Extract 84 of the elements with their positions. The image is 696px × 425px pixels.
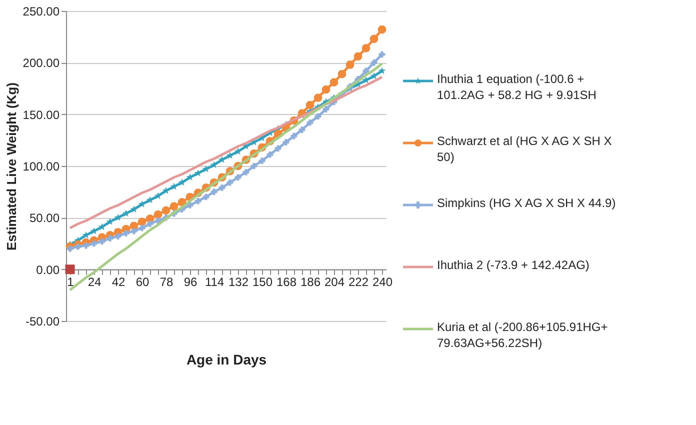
point [314, 113, 322, 120]
x-tick-label: 168 [276, 274, 297, 289]
point [170, 202, 178, 210]
point [218, 184, 226, 191]
legend-label: Simpkins (HG X AG X SH X 44.9) [437, 196, 616, 210]
point [370, 34, 378, 44]
point [202, 194, 210, 200]
point [234, 174, 242, 181]
x-tick-label: 150 [252, 274, 273, 289]
point [370, 72, 378, 80]
line-series [68, 76, 384, 230]
x-tick-label: 222 [348, 274, 369, 289]
point [98, 223, 106, 230]
x-tick-label: 24 [88, 274, 102, 289]
point [258, 158, 266, 164]
point [266, 151, 274, 158]
legend-label: Ihuthia 1 equation (-100.6 + 101.2AG + 58.2 HG + 9.91SH [437, 72, 596, 102]
y-tick-label: 150.00 [22, 108, 60, 122]
point [122, 230, 130, 236]
point [322, 106, 330, 112]
point [306, 100, 314, 110]
point [210, 188, 218, 195]
point [306, 119, 314, 126]
point [130, 228, 138, 234]
y-tick-label: -50.00 [25, 314, 60, 328]
point [330, 78, 338, 86]
point [322, 85, 330, 94]
point [154, 192, 162, 200]
x-tick-label: 1 [67, 274, 74, 289]
point [362, 44, 370, 52]
x-tick-label: 96 [184, 274, 198, 289]
point [130, 206, 138, 213]
point [98, 238, 106, 245]
x-tick-label: 114 [204, 274, 224, 289]
point [282, 139, 290, 146]
point [346, 60, 354, 69]
point [338, 70, 346, 78]
point [146, 220, 154, 228]
point [154, 210, 162, 219]
point [66, 246, 74, 252]
x-axis-title: Age in Days [186, 352, 267, 368]
point [194, 198, 202, 204]
point [210, 161, 218, 168]
y-tick-label: 50.00 [29, 211, 60, 226]
point [74, 243, 82, 250]
point [242, 169, 250, 176]
point [298, 126, 306, 133]
y-tick-label: 0.00 [36, 262, 60, 277]
point [378, 67, 386, 74]
point [82, 242, 90, 249]
point [65, 264, 75, 274]
x-tick-label: 78 [160, 274, 174, 289]
x-tick-label: 204 [324, 274, 345, 289]
point [138, 218, 146, 226]
point [290, 132, 298, 140]
point [114, 233, 122, 240]
point [162, 206, 170, 215]
y-tick-label: 200.00 [22, 56, 60, 70]
legend-label: Kuria et al (-200.86+105.91HG+79.63AG+56.22SH) [437, 320, 608, 350]
x-tick-label: 60 [136, 274, 150, 289]
y-tick-label: 100.00 [22, 160, 60, 174]
legend-label: Schwarzt et al (HG X AG X SH X 50) [437, 134, 612, 164]
y-tick-label: 250.00 [22, 4, 60, 18]
x-tick-label: 42 [112, 274, 126, 289]
point [274, 145, 282, 152]
point [234, 148, 242, 155]
point [362, 68, 370, 74]
point [378, 25, 386, 34]
point [370, 60, 378, 66]
point [250, 162, 258, 170]
point [314, 94, 322, 102]
x-tick-label: 132 [228, 274, 249, 289]
x-tick-label: 240 [372, 274, 393, 289]
point [226, 179, 234, 186]
x-tick-label: 186 [300, 274, 321, 289]
y-axis-title: Estimated Live Weight (Kg) [4, 82, 19, 251]
point [138, 224, 146, 232]
point [186, 202, 194, 208]
legend-label: Ihuthia 2 (-73.9 + 142.42AG) [437, 258, 590, 272]
point [90, 240, 98, 247]
point [378, 51, 386, 58]
point [178, 178, 186, 186]
point [354, 52, 362, 61]
point [106, 235, 114, 242]
